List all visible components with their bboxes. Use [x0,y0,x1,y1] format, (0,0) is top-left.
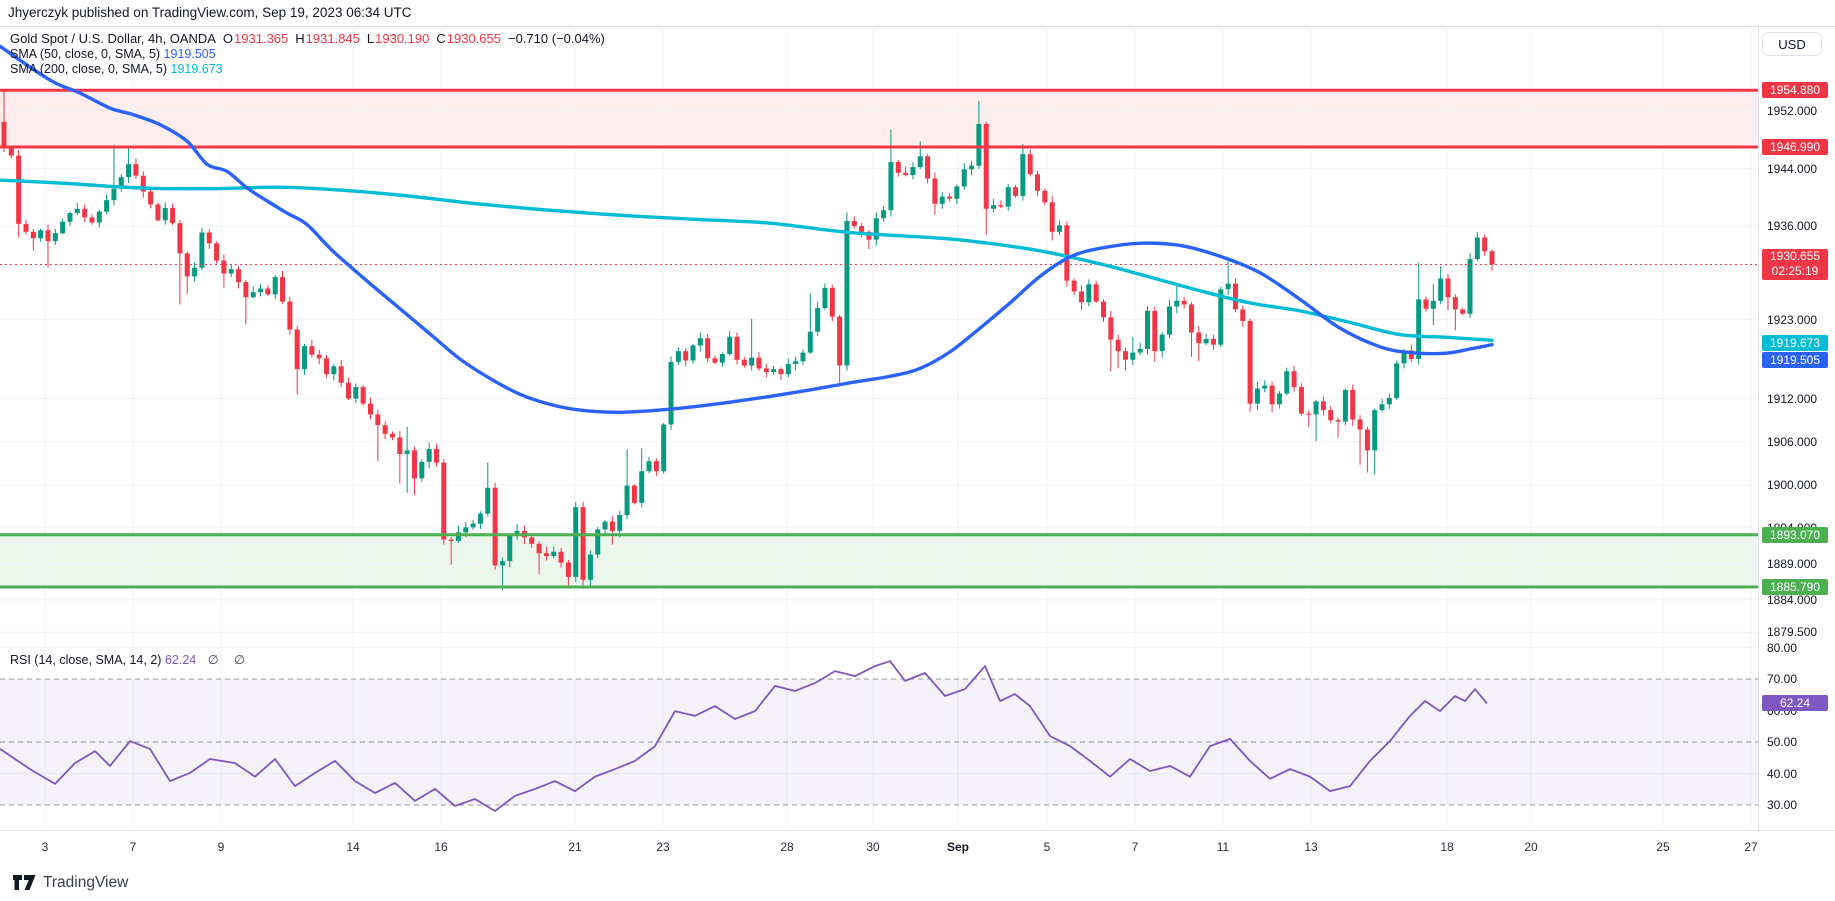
rsi-band [0,678,1758,806]
time-axis-label: 7 [1131,840,1139,854]
zone-lines [0,88,1758,589]
sma50-line [0,44,1494,414]
sma200-line [0,178,1494,343]
time-axis-label: 20 [1524,840,1538,854]
last-price-badge: 1930.655 02:25:19 [1762,249,1828,281]
time-axis-label: 16 [434,840,448,854]
chart-area: Gold Spot / U.S. Dollar, 4h, OANDA O1931.… [0,26,1835,867]
time-axis-label: 11 [1216,840,1230,854]
time-axis-label: 13 [1304,840,1318,854]
time-axis-label: 21 [568,840,582,854]
tradingview-logo-icon[interactable] [13,874,36,891]
price-level-badge: 1885.790 [1762,579,1828,596]
price-axis-label: 40.00 [1767,766,1798,781]
time-axis-label: 28 [780,840,794,854]
tradingview-wordmark[interactable]: TradingView [43,873,129,891]
zone-fills [0,90,1758,588]
time-axis-label: Sep [946,840,970,854]
time-axis-label: 27 [1744,840,1758,854]
price-chart-canvas[interactable] [0,27,1758,830]
time-axis-label: 23 [656,840,670,854]
price-level-badge: 1893.070 [1762,526,1828,543]
rsi-line [0,660,1488,812]
attribution-text: Jhyerczyk published on TradingView.com, … [0,0,1835,26]
price-axis-label: 1936.000 [1767,219,1818,234]
price-axis-label: 1906.000 [1767,434,1818,449]
footer-bar: TradingView [0,864,1835,901]
time-axis-label: 30 [866,840,880,854]
price-axis-label: 80.00 [1767,640,1798,655]
price-axis[interactable]: 1952.000 1944.000 1936.000 1923.000 1912.000… [1758,27,1835,830]
currency-toggle-button[interactable]: USD [1762,32,1822,56]
time-axis-label: 3 [41,840,49,854]
time-axis-label: 18 [1440,840,1454,854]
price-axis-label: 1912.000 [1767,391,1818,406]
price-axis-label: 70.00 [1767,672,1798,686]
price-level-badge: 62.24 [1762,695,1828,712]
price-axis-label: 1923.000 [1767,312,1818,327]
price-axis-label: 1889.000 [1767,556,1818,571]
price-level-badge: 1919.673 [1762,335,1828,352]
price-axis-label: 50.00 [1767,735,1798,749]
price-axis-label: 1944.000 [1767,161,1818,176]
price-axis-label: 1900.000 [1767,477,1818,492]
price-axis-label: 1879.500 [1767,625,1818,640]
candles [1,90,1495,590]
price-level-badge: 1919.505 [1762,351,1828,368]
price-level-badge: 1954.880 [1762,82,1828,99]
gridlines [0,27,1758,830]
time-axis-label: 7 [129,840,137,854]
price-axis-label: 30.00 [1767,798,1798,812]
time-axis-label: 25 [1656,840,1670,854]
price-level-badge: 1946.990 [1762,139,1828,156]
price-axis-label: 1952.000 [1767,104,1818,118]
time-axis[interactable]: 3 7 9 14 16 21 23 28 30 Sep 5 7 11 13 18 20 25 27 [0,830,1835,867]
time-axis-label: 9 [217,840,225,854]
price-axis-label: 1884.000 [1767,592,1818,607]
time-axis-label: 5 [1043,840,1051,854]
time-axis-label: 14 [346,840,360,854]
